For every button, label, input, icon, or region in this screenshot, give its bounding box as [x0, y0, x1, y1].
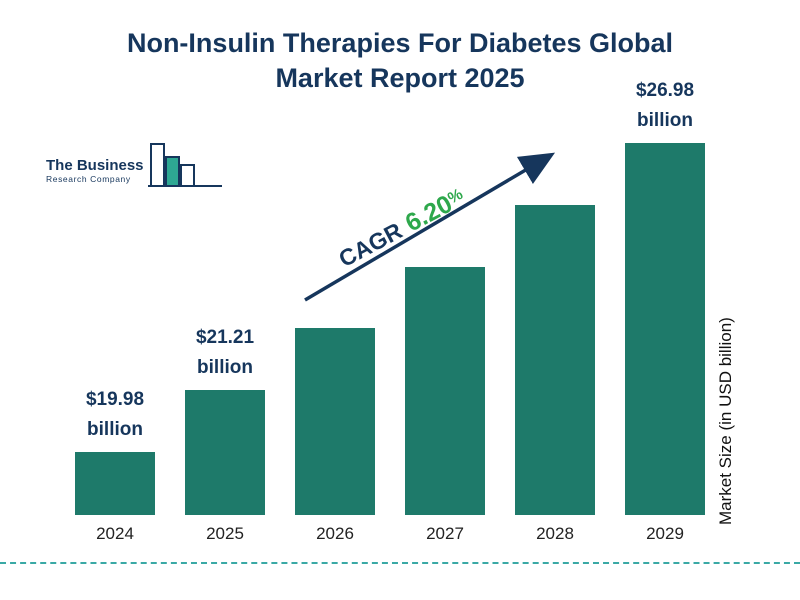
bar-group-2024: $19.98 billion 2024: [65, 389, 165, 543]
bar-group-2025: $21.21 billion 2025: [175, 327, 275, 543]
bar-value-label-2025: $21.21 billion: [195, 327, 255, 378]
logo-chart-icon: [147, 143, 222, 187]
company-logo: The Business Research Company: [46, 138, 224, 194]
page-title: Non-Insulin Therapies For Diabetes Globa…: [0, 26, 800, 95]
bar-group-2026: 2026: [285, 328, 385, 543]
title-line-2: Market Report 2025: [275, 62, 525, 93]
bar-2028: [515, 205, 595, 515]
x-tick-label-2028: 2028: [536, 524, 574, 543]
x-tick-label-2025: 2025: [206, 524, 244, 543]
x-tick-label-2026: 2026: [316, 524, 354, 543]
bar-group-2029: $26.98 billion 2029: [615, 80, 715, 543]
logo-company-name: The Business: [46, 156, 144, 174]
x-tick-label-2027: 2027: [426, 524, 464, 543]
bar-2027: [405, 267, 485, 515]
cagr-trend-arrow: [304, 152, 556, 302]
x-tick-label-2029: 2029: [646, 524, 684, 543]
bar-value-label-2024: $19.98 billion: [85, 389, 145, 440]
logo-company-subname: Research Company: [46, 174, 131, 184]
bottom-divider: [0, 562, 800, 564]
bar-2024: [75, 452, 155, 515]
title-line-1: Non-Insulin Therapies For Diabetes Globa…: [126, 28, 674, 58]
bar-group-2028: 2028: [505, 205, 605, 543]
y-axis-title: Market Size (in USD billion): [716, 317, 735, 525]
logo-text: The Business Research Company: [46, 156, 144, 195]
bar-value-label-2029: $26.98 billion: [635, 80, 695, 131]
bar-2029: [625, 143, 705, 515]
bar-group-2027: 2027: [395, 267, 495, 543]
bar-2025: [185, 390, 265, 515]
bar-2026: [295, 328, 375, 515]
x-tick-label-2024: 2024: [96, 524, 134, 543]
